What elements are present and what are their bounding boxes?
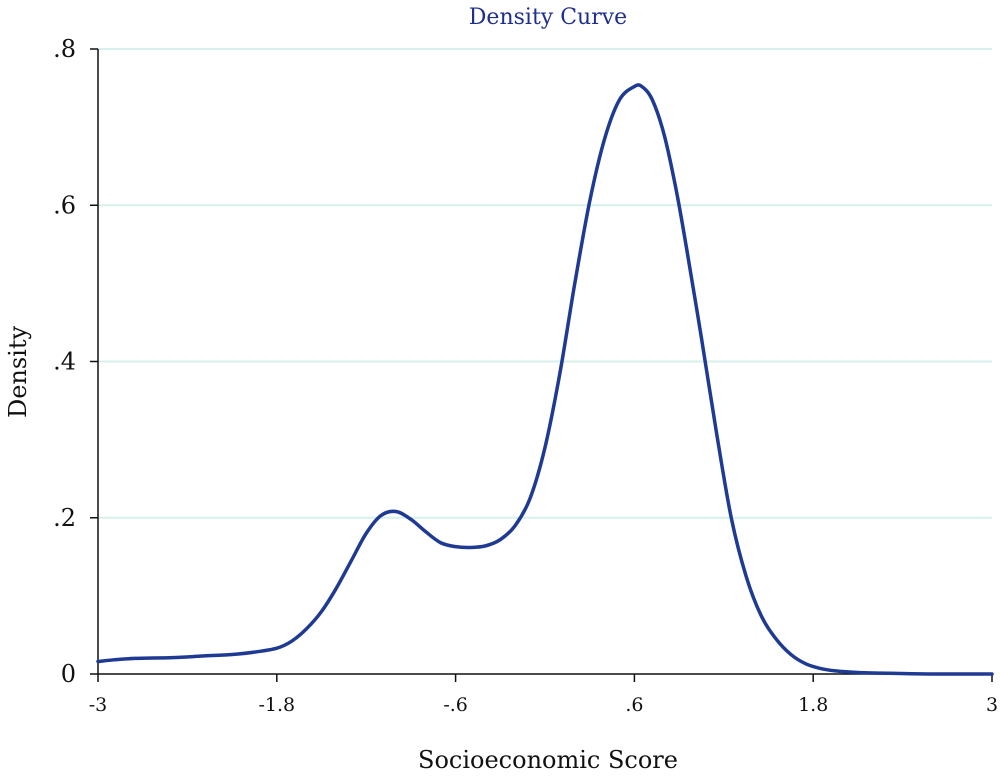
gridlines [98,48,992,519]
x-tick-label: 3 [986,694,998,716]
x-tick-label: 1.8 [798,694,828,716]
density-curve-line [96,83,994,676]
chart-title: Density Curve [469,5,627,30]
y-tick-label: 0 [61,660,76,688]
y-tick-label: .4 [53,348,76,376]
y-axis-ticks: 0 .2 .4 .6 .8 [53,35,98,688]
y-tick-label: .6 [53,191,76,219]
x-tick-label: .6 [625,694,643,716]
x-tick-label: -1.8 [258,694,295,716]
y-axis-label: Density [4,326,32,419]
x-axis-label: Socioeconomic Score [418,746,678,774]
y-tick-label: .2 [53,504,76,532]
x-tick-label: -3 [89,694,108,716]
y-tick-label: .8 [53,35,76,63]
x-tick-label: -.6 [443,694,468,716]
x-axis-ticks: -3 -1.8 -.6 .6 1.8 3 [89,674,998,716]
